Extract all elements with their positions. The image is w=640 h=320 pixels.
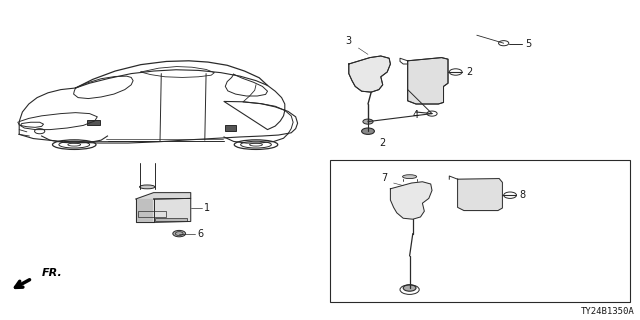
Text: 7: 7	[381, 173, 387, 183]
Circle shape	[403, 285, 416, 291]
Text: 3: 3	[346, 36, 352, 46]
Polygon shape	[154, 198, 191, 222]
Bar	[138, 211, 166, 217]
Text: 2: 2	[380, 138, 386, 148]
Text: 8: 8	[519, 190, 525, 200]
Polygon shape	[390, 182, 432, 219]
Bar	[330, 160, 630, 302]
Polygon shape	[408, 58, 448, 104]
Text: TY24B1350A: TY24B1350A	[581, 307, 635, 316]
Bar	[225, 125, 236, 131]
Polygon shape	[136, 193, 191, 199]
Text: 5: 5	[525, 39, 531, 49]
Circle shape	[363, 119, 373, 124]
Bar	[87, 120, 100, 125]
Circle shape	[173, 230, 186, 237]
Circle shape	[362, 128, 374, 134]
Text: 4: 4	[413, 110, 419, 120]
Polygon shape	[458, 179, 502, 211]
Ellipse shape	[140, 185, 155, 189]
Text: 1: 1	[204, 203, 210, 213]
Polygon shape	[136, 199, 154, 222]
Text: 2: 2	[466, 67, 472, 77]
Polygon shape	[349, 56, 390, 92]
Text: 6: 6	[197, 228, 204, 239]
Bar	[155, 218, 187, 221]
Ellipse shape	[403, 175, 417, 179]
Text: FR.: FR.	[42, 268, 62, 278]
